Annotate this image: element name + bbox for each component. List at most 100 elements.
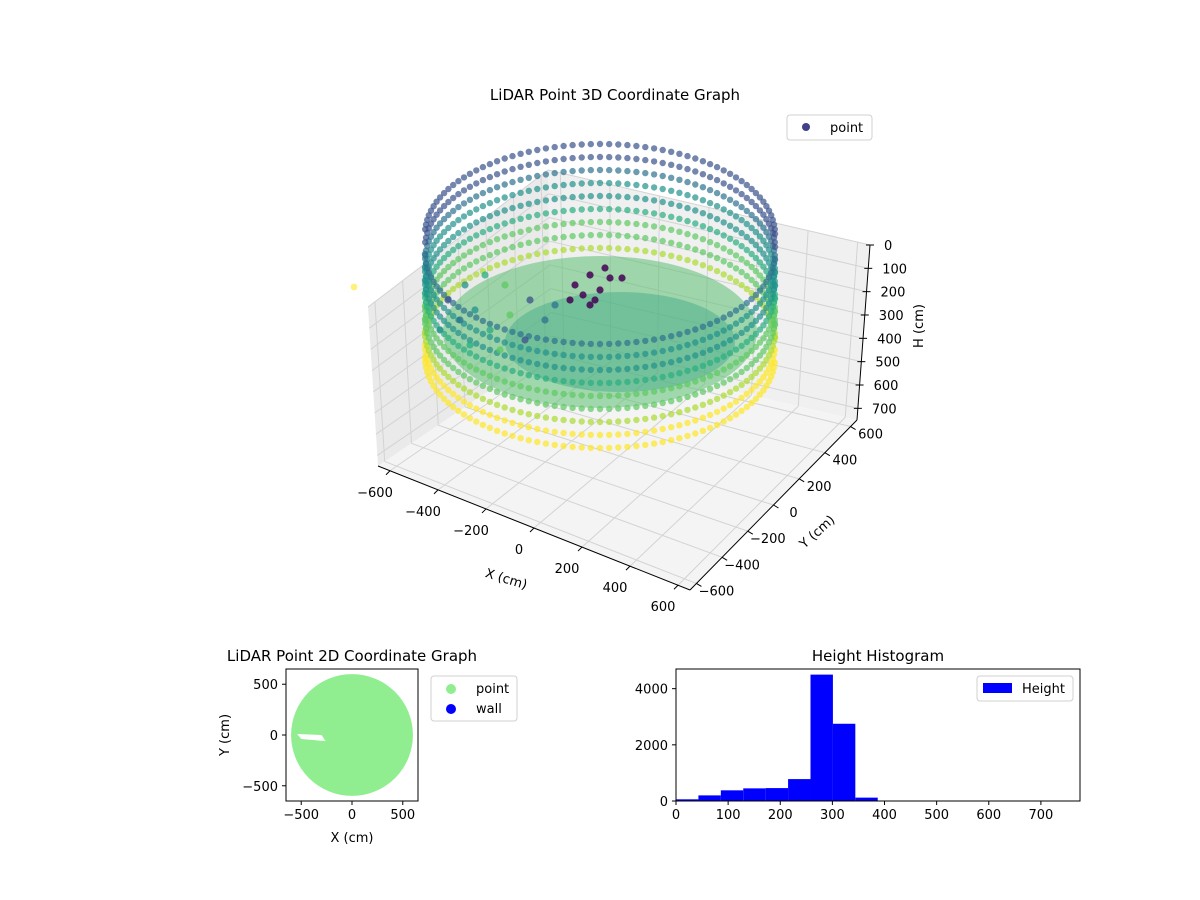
point-3d [676, 176, 683, 183]
point-3d [560, 338, 567, 346]
point-3d [642, 350, 649, 358]
point-3d [763, 343, 770, 350]
point-3d [440, 369, 448, 377]
point-3d [440, 202, 448, 210]
point-3d [517, 228, 524, 235]
point-3d [596, 179, 604, 187]
point-3d [738, 268, 745, 276]
grid-3d-line [797, 230, 809, 407]
point-3d [433, 335, 440, 342]
point-3d [479, 369, 487, 377]
point-3d [752, 304, 760, 312]
point-3d [771, 239, 778, 246]
x-tick-label-hist: 700 [1028, 808, 1053, 823]
point-3d [624, 443, 631, 451]
point-3d [650, 223, 658, 230]
point-3d [501, 181, 508, 188]
point-3d [542, 401, 550, 408]
point-3d [650, 158, 658, 165]
point-3d [445, 321, 452, 329]
y-tick-label-3d: 600 [858, 428, 883, 443]
point-3d [684, 165, 691, 173]
point-3d [633, 181, 640, 189]
point-3d [501, 326, 508, 333]
point-3d [525, 213, 532, 220]
point-3d [624, 206, 631, 214]
point-3d [445, 360, 452, 368]
point-3d [659, 159, 666, 167]
point-3d [445, 224, 452, 232]
point-3d [642, 156, 649, 164]
point-3d [624, 404, 631, 412]
point-3d [433, 309, 440, 316]
point-3d [460, 359, 468, 366]
point-3d [551, 169, 558, 177]
point-3d [618, 274, 626, 282]
point-3d [493, 336, 501, 343]
point-3d [445, 386, 452, 394]
point-3d [624, 193, 631, 201]
point-3d [668, 424, 675, 431]
point-3d [720, 392, 727, 399]
chart-3d: LiDAR Point 3D Coordinate Graph −600 −400… [350, 86, 927, 615]
point-3d [684, 217, 691, 225]
point-3d [596, 392, 604, 400]
point-3d [752, 189, 760, 197]
point-3d [486, 333, 494, 341]
point-3d [479, 254, 487, 262]
point-3d [534, 211, 541, 219]
point-3d [771, 243, 779, 251]
point-3d [430, 356, 437, 363]
point-3d [486, 411, 494, 419]
point-3d [659, 146, 666, 154]
point-3d [606, 444, 613, 452]
point-3d [473, 379, 480, 386]
x-tick-label-hist: 500 [924, 808, 949, 823]
point-3d [743, 181, 750, 189]
point-3d [606, 353, 613, 361]
point-3d [445, 185, 452, 193]
x-tick-label-hist: 100 [716, 808, 741, 823]
x-tick-3d [385, 470, 391, 476]
z-tick-label-3d: 700 [872, 402, 897, 417]
point-3d [436, 352, 444, 359]
point-3d [642, 415, 649, 423]
point-3d [455, 177, 462, 185]
point-3d [732, 278, 740, 285]
x-tick-label-2d: 0 [348, 808, 356, 823]
point-3d [760, 198, 767, 205]
point-3d [596, 418, 604, 426]
point-3d [534, 334, 541, 342]
point-3d [668, 187, 675, 194]
legend-3d-marker [802, 123, 810, 131]
point-3d [587, 418, 594, 426]
point-3d [763, 369, 770, 376]
point-3d [466, 209, 474, 216]
point-3d [668, 252, 675, 259]
point-3d [606, 205, 613, 213]
point-3d [460, 372, 468, 379]
point-3d [732, 372, 740, 379]
point-3d [748, 276, 755, 284]
point-3d [569, 430, 576, 438]
hist-bar [698, 795, 721, 801]
point-3d [763, 330, 770, 337]
point-3d [496, 346, 504, 354]
point-3d [460, 385, 468, 392]
point-3d [732, 200, 740, 207]
point-3d [450, 259, 457, 267]
point-3d [436, 326, 444, 334]
point-3d [473, 206, 480, 213]
point-3d [748, 360, 755, 368]
point-3d [752, 267, 760, 275]
z-axis-3d-label: H (cm) [912, 304, 927, 348]
point-3d [479, 202, 487, 210]
point-3d [615, 340, 622, 347]
point-3d [517, 331, 524, 338]
point-3d [473, 258, 480, 265]
point-3d [455, 394, 462, 402]
point-3d [486, 346, 494, 354]
point-3d [473, 219, 480, 226]
point-3d [450, 364, 457, 372]
y-tick-label-2d: 500 [253, 678, 278, 693]
